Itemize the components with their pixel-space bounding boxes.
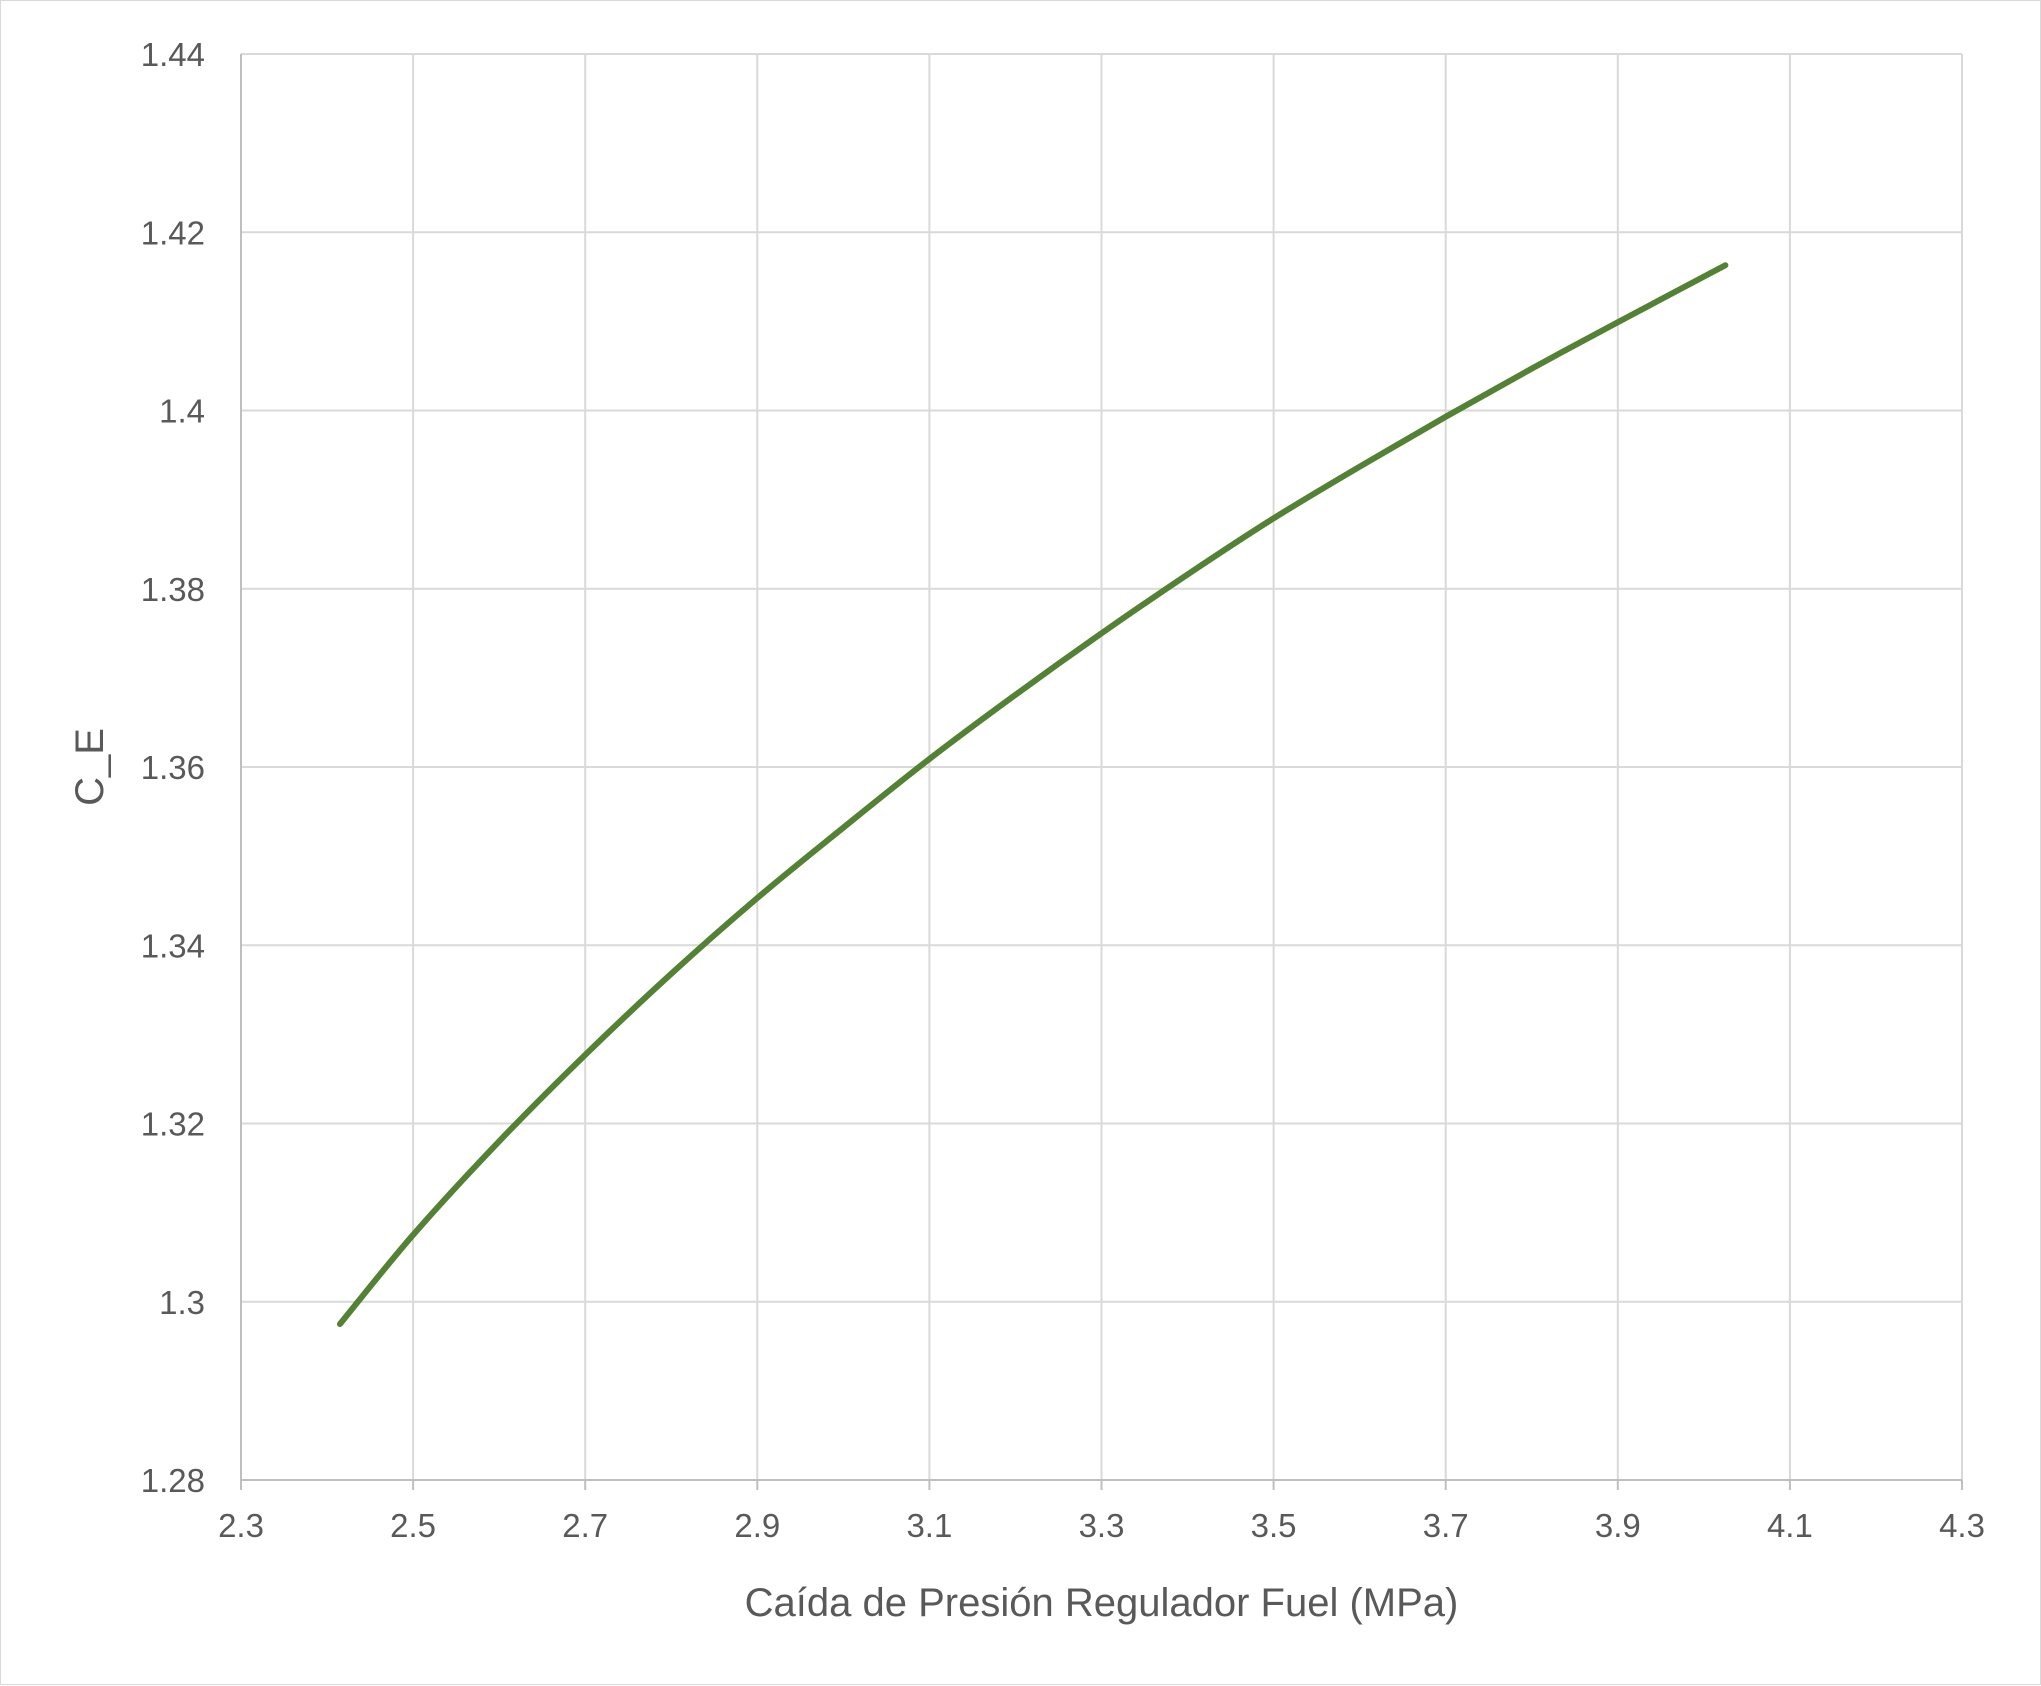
y-tick-label: 1.42 bbox=[141, 214, 205, 251]
y-tick-label: 1.32 bbox=[141, 1106, 205, 1143]
tick-group: 2.3 2.5 2.7 2.9 3.1 3.3 3.5 3.7 3.9 4.1 4.3 1.28 1.3… bbox=[141, 36, 1985, 1544]
series-line-0 bbox=[336, 262, 1729, 1328]
y-tick-label: 1.3 bbox=[159, 1284, 205, 1321]
y-tick-label: 1.4 bbox=[159, 393, 205, 430]
x-tick-label: 4.1 bbox=[1767, 1507, 1813, 1544]
y-tick-label: 1.28 bbox=[141, 1462, 205, 1499]
x-tick-label: 3.3 bbox=[1079, 1507, 1125, 1544]
x-tick-label: 4.3 bbox=[1939, 1507, 1985, 1544]
axis-group bbox=[240, 54, 1963, 1490]
y-tick-label: 1.36 bbox=[141, 749, 205, 786]
x-tick-label: 3.9 bbox=[1595, 1507, 1641, 1544]
x-tick-label: 2.5 bbox=[390, 1507, 436, 1544]
series-group bbox=[336, 262, 1729, 1328]
x-tick-label: 3.5 bbox=[1251, 1507, 1297, 1544]
x-tick-label: 2.7 bbox=[562, 1507, 608, 1544]
y-tick-label: 1.38 bbox=[141, 571, 205, 608]
y-axis-title: C_E bbox=[68, 728, 112, 806]
grid-group bbox=[240, 53, 1963, 1481]
x-tick-label: 3.1 bbox=[906, 1507, 952, 1544]
x-tick-label: 2.9 bbox=[734, 1507, 780, 1544]
x-tick-label: 3.7 bbox=[1423, 1507, 1469, 1544]
x-axis-title: Caída de Presión Regulador Fuel (MPa) bbox=[745, 1581, 1459, 1625]
x-tick-label: 2.3 bbox=[218, 1507, 264, 1544]
y-tick-label: 1.34 bbox=[141, 927, 205, 964]
y-tick-label: 1.44 bbox=[141, 36, 205, 73]
